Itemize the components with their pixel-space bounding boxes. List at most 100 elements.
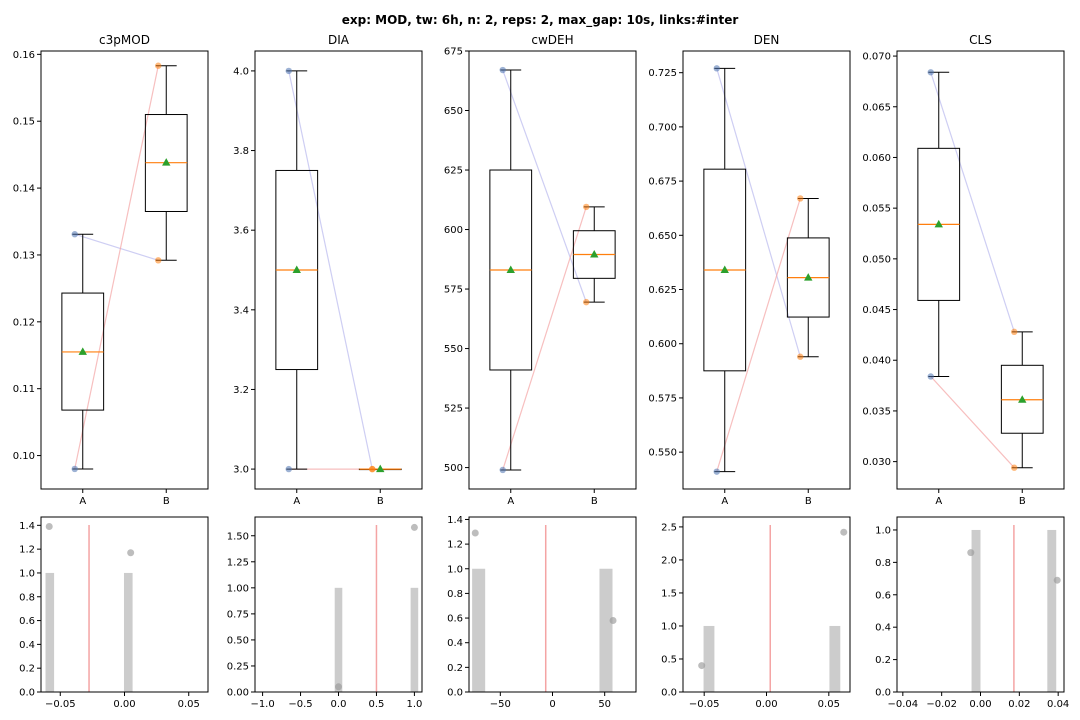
histogram-bar [829,625,841,692]
y-tick-label: 0.650 [648,231,677,242]
y-tick-label: 0.50 [227,635,249,646]
data-point [45,523,53,531]
y-tick-label: 0.2 [447,663,463,674]
y-tick-label: 0.040 [862,356,891,367]
x-tick-label: 50 [598,699,611,710]
histogram-panel: 0.00 0.25 0.50 0.75 1.00 1.25 1.50 −1.0 −0.5 0.0 0… [227,516,423,710]
y-tick-label: 0.600 [648,339,677,350]
x-tick-label: A [293,496,300,507]
axes-frame [40,516,209,693]
y-tick-label: 675 [444,47,463,58]
data-point [71,465,78,473]
x-tick-label: 0.00 [969,699,991,710]
y-tick-label: 0.065 [862,102,891,113]
link-line [288,70,373,470]
x-tick-label: 0.0 [331,699,347,710]
data-point [927,373,934,380]
mean-marker [590,250,599,258]
x-tick-label: 0.00 [755,699,777,710]
y-tick-label: 0.675 [648,177,677,188]
y-tick-label: 0.4 [447,638,463,649]
y-tick-label: 0.10 [13,451,35,462]
x-tick-label: −50 [490,699,511,710]
mean-marker [1018,395,1027,403]
y-tick-label: 0.8 [447,589,463,600]
y-tick-label: 1.25 [227,557,249,568]
histogram-bar [599,568,613,692]
axes-frame [254,516,423,693]
y-tick-label: 0.0 [19,688,35,699]
x-tick-label: A [507,496,514,507]
mean-marker [506,265,515,273]
x-tick-label: 0.05 [178,699,200,710]
mean-marker [804,273,813,281]
histogram-bar [410,587,419,692]
x-tick-label: B [805,496,812,507]
y-tick-label: 525 [444,404,463,415]
y-tick-label: 3.6 [233,226,249,237]
histogram-panel: 0.0 0.5 1.0 1.5 2.0 2.5 −0.05 0.00 0.05 [661,516,851,710]
y-tick-label: 0.8 [19,592,35,603]
y-tick-label: 0.725 [648,68,677,79]
data-point [1053,576,1061,584]
y-tick-label: 0.550 [648,448,677,459]
data-point [155,257,162,264]
y-tick-label: 0.6 [875,590,891,601]
axes-frame [896,50,1065,490]
histogram-bar [45,572,55,692]
mean-marker [720,265,729,273]
y-tick-label: 0.4 [875,623,891,634]
axes-frame [682,50,851,490]
mean-marker [162,158,171,166]
y-tick-label: 1.2 [19,545,35,556]
y-tick-label: 1.0 [875,525,891,536]
y-tick-label: 0.15 [13,117,35,128]
link-line [74,65,159,470]
x-tick-label: 0 [549,699,555,710]
y-tick-label: 3.0 [233,465,249,476]
y-tick-label: 0.070 [862,52,891,63]
x-tick-label: B [377,496,384,507]
y-tick-label: 0.14 [13,184,35,195]
y-tick-label: 1.0 [447,564,463,575]
y-tick-label: 0.060 [862,153,891,164]
boxplot-panel: cwDEH 500 525 550 575 600 625 650 675 A B [444,33,637,507]
y-tick-label: 1.4 [447,515,463,526]
axes-frame [40,50,209,490]
y-tick-label: 1.5 [661,588,677,599]
x-tick-label: −0.05 [689,699,720,710]
data-point [410,523,418,531]
y-tick-label: 4.0 [233,66,249,77]
y-tick-label: 0.25 [227,661,249,672]
data-point [698,662,706,670]
figure-title: exp: MOD, tw: 6h, n: 2, reps: 2, max_gap… [342,13,739,28]
y-tick-label: 600 [444,225,463,236]
y-tick-label: 2.5 [661,522,677,533]
y-tick-label: 0.045 [862,305,891,316]
data-point [499,466,506,474]
x-tick-label: −0.05 [45,699,76,710]
x-tick-label: 0.00 [113,699,135,710]
x-tick-label: 0.02 [1008,699,1030,710]
data-point [583,203,590,211]
x-tick-label: −0.5 [288,699,312,710]
x-tick-label: B [1019,496,1026,507]
histogram-panel: 0.0 0.2 0.4 0.6 0.8 1.0 1.2 1.4 −50 0 50 [447,515,637,710]
axes-frame [682,516,851,693]
y-tick-label: 0.2 [875,655,891,666]
data-point [713,468,720,475]
histogram-panel: 0.0 0.2 0.4 0.6 0.8 1.0 −0.04 −0.02 0.00 0.02 0.04 [875,516,1069,710]
y-tick-label: 0.5 [661,654,677,665]
data-point [583,298,590,306]
y-tick-label: 1.0 [661,621,677,632]
y-tick-label: 3.8 [233,146,249,157]
y-tick-label: 0.0 [875,688,891,699]
boxplot-panel: DIA 3.0 3.2 3.4 3.6 3.8 4.0 A B [233,33,423,507]
x-tick-label: −0.04 [887,699,918,710]
y-tick-label: 0.11 [13,384,35,395]
link-line [930,72,1015,333]
x-tick-label: −1.0 [250,699,274,710]
data-point [71,231,78,238]
y-tick-label: 1.4 [19,521,35,532]
y-tick-label: 0.0 [447,688,463,699]
